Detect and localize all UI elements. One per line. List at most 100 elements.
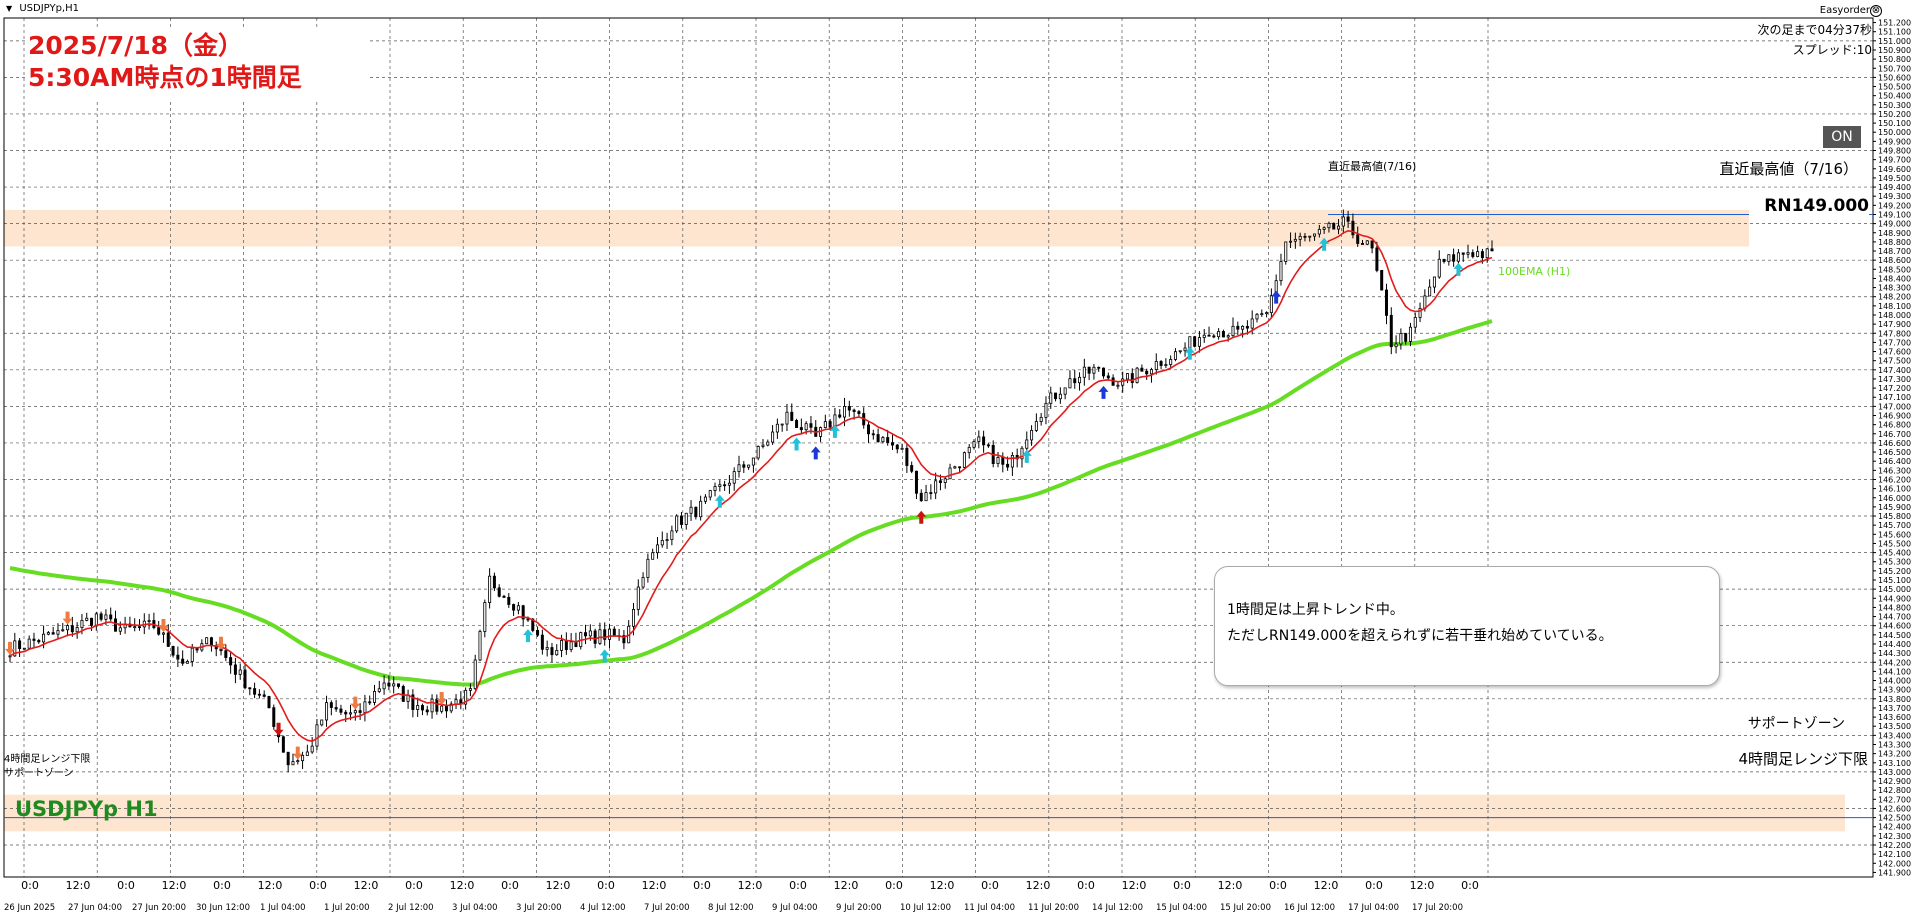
price-tick-label: 147.300 — [1878, 375, 1911, 384]
candle-body — [756, 446, 760, 459]
candle-body — [982, 436, 986, 446]
candle-body — [339, 708, 343, 713]
time-date-label: 4 Jul 12:00 — [580, 903, 626, 913]
time-hour-label: 12:0 — [546, 879, 571, 892]
time-date-label: 3 Jul 20:00 — [516, 903, 562, 913]
candle-body — [775, 423, 779, 433]
candle-body — [1034, 421, 1038, 431]
candle-body — [435, 698, 439, 712]
candle-body — [1255, 313, 1259, 320]
price-tick-label: 143.300 — [1878, 740, 1911, 749]
price-tick-label: 144.800 — [1878, 603, 1911, 612]
candle-body — [1193, 336, 1197, 347]
candle-body — [286, 751, 290, 766]
candle-body — [1010, 454, 1014, 468]
candle-body — [329, 702, 333, 708]
candle-body — [1068, 378, 1072, 389]
candle-body — [75, 627, 79, 633]
candle-body — [545, 647, 549, 650]
candle-body — [190, 647, 194, 662]
candle-body — [1092, 366, 1096, 374]
candle-body — [651, 552, 655, 560]
candle-body — [1054, 392, 1058, 400]
price-tick-label: 147.000 — [1878, 402, 1911, 411]
candle-body — [895, 444, 899, 450]
buy-arrow-icon — [1453, 262, 1464, 276]
candle-body — [1039, 416, 1043, 422]
candle-body — [1236, 325, 1240, 330]
candle-body — [430, 698, 434, 713]
candle-body — [646, 558, 650, 578]
candle-body — [185, 661, 189, 664]
time-hour-label: 0:0 — [1365, 879, 1383, 892]
candle-body — [305, 751, 309, 756]
candle-body — [1097, 366, 1101, 369]
price-tick-label: 148.400 — [1878, 274, 1911, 283]
time-hour-label: 12:0 — [258, 879, 283, 892]
symbol-watermark: USDJPYp H1 — [15, 797, 158, 821]
candle-body — [18, 640, 22, 649]
ea-close-icon[interactable]: ⊗ — [1870, 5, 1882, 17]
price-tick-label: 147.500 — [1878, 357, 1911, 366]
candle-body — [1308, 235, 1312, 238]
commentary-line-1: 1時間足は上昇トレンド中。 — [1227, 602, 1404, 618]
recent-high-small-label: 直近最高値(7/16) — [1328, 159, 1416, 173]
ea-on-button[interactable]: ON — [1823, 126, 1861, 148]
price-tick-label: 150.000 — [1878, 128, 1911, 137]
time-hour-label: 0:0 — [1461, 879, 1479, 892]
candle-body — [1408, 326, 1412, 342]
time-hour-label: 0:0 — [1269, 879, 1287, 892]
candle-body — [1188, 336, 1192, 349]
time-hour-label: 12:0 — [642, 879, 667, 892]
candle-body — [838, 414, 842, 418]
time-hour-label: 0:0 — [597, 879, 615, 892]
time-date-label: 9 Jul 04:00 — [772, 903, 818, 913]
price-tick-label: 147.900 — [1878, 320, 1911, 329]
candle-body — [910, 465, 914, 472]
price-tick-label: 147.800 — [1878, 329, 1911, 338]
price-tick-label: 146.000 — [1878, 494, 1911, 503]
chart-menu-icon[interactable]: ▼ — [6, 4, 13, 13]
time-date-label: 1 Jul 20:00 — [324, 903, 370, 913]
time-hour-label: 12:0 — [1314, 879, 1339, 892]
time-hour-label: 0:0 — [693, 879, 711, 892]
candle-body — [233, 664, 237, 675]
price-tick-label: 144.300 — [1878, 649, 1911, 658]
candle-body — [536, 630, 540, 636]
time-hour-label: 12:0 — [834, 879, 859, 892]
candle-body — [32, 638, 36, 641]
candle-body — [1394, 343, 1398, 348]
buy-arrow-icon — [916, 510, 927, 524]
candle-body — [1241, 325, 1245, 330]
price-tick-label: 143.000 — [1878, 768, 1911, 777]
candle-body — [684, 512, 688, 525]
candle-body — [411, 694, 415, 710]
candle-body — [1351, 220, 1355, 236]
candle-body — [176, 654, 180, 660]
candle-body — [804, 423, 808, 431]
candle-body — [593, 630, 597, 644]
candle-body — [94, 613, 98, 626]
time-hour-label: 0:0 — [117, 879, 135, 892]
candle-body — [310, 745, 314, 753]
candle-body — [694, 506, 698, 518]
time-hour-label: 0:0 — [981, 879, 999, 892]
candle-body — [1125, 373, 1129, 380]
price-tick-label: 146.400 — [1878, 457, 1911, 466]
price-tick-label: 147.700 — [1878, 338, 1911, 347]
candle-body — [905, 447, 909, 466]
candle-body — [799, 427, 803, 431]
candle-body — [636, 586, 640, 610]
candle-body — [1322, 227, 1326, 230]
candle-body — [1384, 289, 1388, 316]
ema-fast-line — [9, 229, 1493, 743]
time-hour-label: 12:0 — [1122, 879, 1147, 892]
candle-body — [363, 701, 367, 713]
candle-body — [847, 406, 851, 411]
candle-body — [1197, 337, 1201, 347]
candle-body — [771, 431, 775, 443]
candle-body — [1078, 376, 1082, 384]
candle-body — [1337, 225, 1341, 230]
